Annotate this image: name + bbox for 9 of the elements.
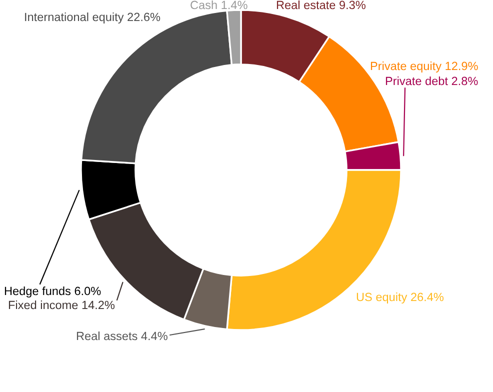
slice-label: Hedge funds 6.0% <box>4 286 101 298</box>
slice-label: Cash 1.4% <box>190 0 248 10</box>
slice-label: Real estate 9.3% <box>276 0 366 10</box>
slice-label: International equity 22.6% <box>25 12 160 24</box>
slice-label: Private equity 12.9% <box>370 62 478 73</box>
slice-label: US equity 26.4% <box>356 292 444 304</box>
slice-label: Fixed income 14.2% <box>8 300 115 310</box>
slice-label: Real assets 4.4% <box>76 331 168 340</box>
slice-label: Private debt 2.8% <box>386 76 478 86</box>
